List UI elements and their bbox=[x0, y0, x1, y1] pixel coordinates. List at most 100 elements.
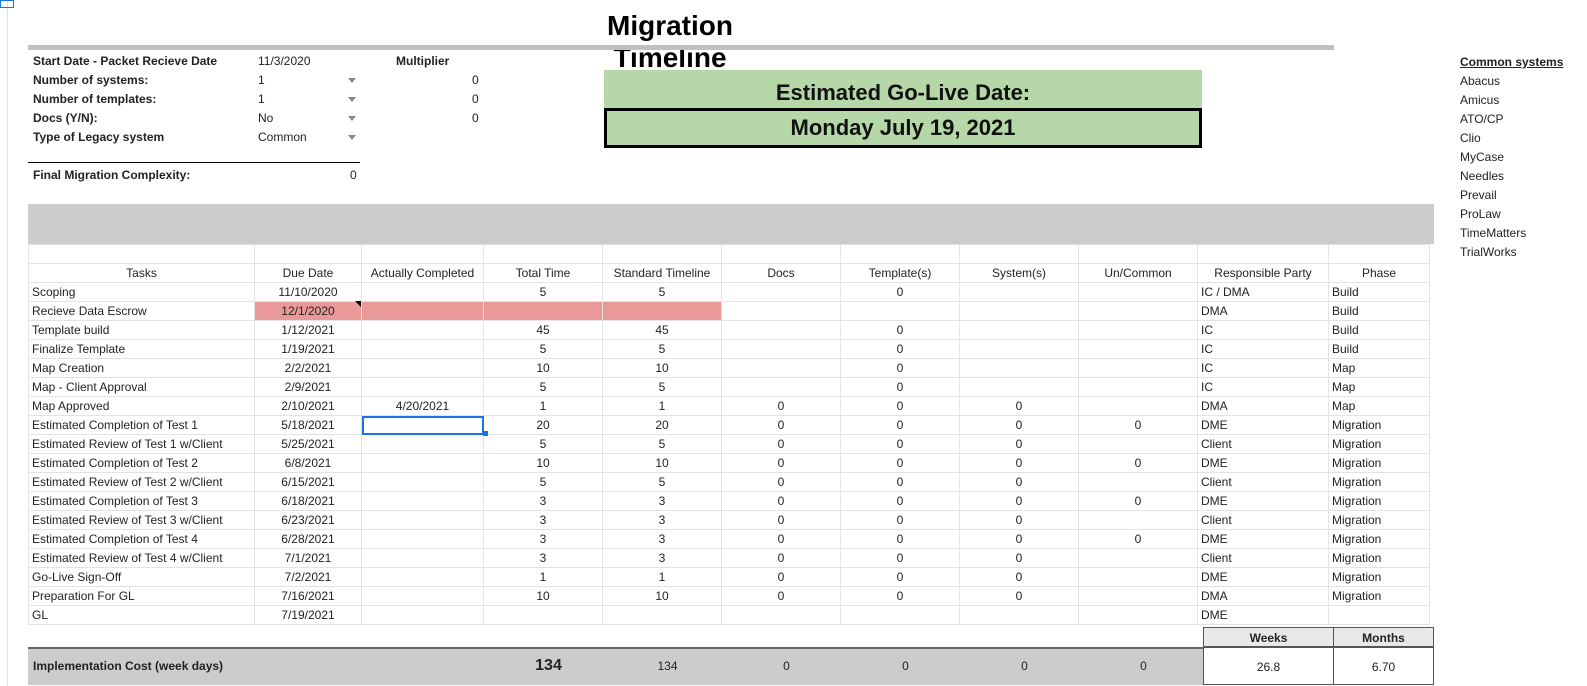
cell-task-name[interactable]: Map Approved bbox=[28, 396, 255, 416]
cell-actually-completed[interactable] bbox=[361, 339, 484, 359]
col-header-standard-timeline[interactable]: Standard Timeline bbox=[602, 263, 722, 283]
cell-due-date[interactable]: 6/18/2021 bbox=[254, 491, 362, 511]
cell-actually-completed[interactable] bbox=[361, 491, 484, 511]
cell-uncommon[interactable] bbox=[1078, 586, 1198, 606]
cell-systems[interactable] bbox=[959, 339, 1079, 359]
cell-due-date[interactable]: 6/23/2021 bbox=[254, 510, 362, 530]
cell-phase[interactable]: Map bbox=[1328, 358, 1430, 378]
cell-uncommon[interactable] bbox=[1078, 396, 1198, 416]
col-header-total-time[interactable]: Total Time bbox=[483, 263, 603, 283]
col-header-actually-completed[interactable]: Actually Completed bbox=[361, 263, 484, 283]
cell-phase[interactable]: Migration bbox=[1328, 548, 1430, 568]
cell-templates[interactable]: 0 bbox=[840, 567, 960, 587]
cell-templates[interactable]: 0 bbox=[840, 510, 960, 530]
cell-due-date[interactable]: 7/2/2021 bbox=[254, 567, 362, 587]
cell-standard-timeline[interactable]: 20 bbox=[602, 415, 722, 435]
list-item[interactable]: Abacus bbox=[1460, 74, 1501, 88]
cell-docs[interactable]: 0 bbox=[721, 415, 841, 435]
cell-systems[interactable]: 0 bbox=[959, 586, 1079, 606]
list-item[interactable]: Clio bbox=[1460, 131, 1481, 145]
cell-standard-timeline[interactable]: 45 bbox=[602, 320, 722, 340]
cell-phase[interactable]: Migration bbox=[1328, 586, 1430, 606]
cell-systems[interactable] bbox=[959, 605, 1079, 625]
cell-total-time[interactable]: 20 bbox=[483, 415, 603, 435]
cell-systems[interactable]: 0 bbox=[959, 491, 1079, 511]
cell-standard-timeline[interactable]: 10 bbox=[602, 586, 722, 606]
cell-docs[interactable] bbox=[721, 377, 841, 397]
start-date-value[interactable]: 11/3/2020 bbox=[258, 54, 311, 68]
cell-responsible-party[interactable]: IC bbox=[1197, 320, 1329, 340]
cell-uncommon[interactable] bbox=[1078, 472, 1198, 492]
cell-actually-completed[interactable] bbox=[361, 434, 484, 454]
cell-uncommon[interactable] bbox=[1078, 567, 1198, 587]
cell-docs[interactable] bbox=[721, 605, 841, 625]
cell-uncommon[interactable]: 0 bbox=[1078, 415, 1198, 435]
cell-templates[interactable]: 0 bbox=[840, 472, 960, 492]
col-header-templates[interactable]: Template(s) bbox=[840, 263, 960, 283]
cell-docs[interactable]: 0 bbox=[721, 396, 841, 416]
cell-task-name[interactable]: Estimated Review of Test 2 w/Client bbox=[28, 472, 255, 492]
chevron-down-icon[interactable] bbox=[348, 135, 356, 140]
cell-responsible-party[interactable]: DME bbox=[1197, 415, 1329, 435]
cell-responsible-party[interactable]: IC / DMA bbox=[1197, 282, 1329, 302]
cell-total-time[interactable]: 45 bbox=[483, 320, 603, 340]
col-header-docs[interactable]: Docs bbox=[721, 263, 841, 283]
cell-uncommon[interactable] bbox=[1078, 339, 1198, 359]
cell-phase[interactable]: Migration bbox=[1328, 491, 1430, 511]
cell-actually-completed[interactable] bbox=[361, 377, 484, 397]
cell-actually-completed[interactable] bbox=[361, 586, 484, 606]
cell-templates[interactable]: 0 bbox=[840, 282, 960, 302]
cell-total-time[interactable]: 10 bbox=[483, 586, 603, 606]
cell-actually-completed[interactable] bbox=[361, 548, 484, 568]
cell-phase[interactable] bbox=[1328, 605, 1430, 625]
cell-due-date[interactable]: 11/10/2020 bbox=[254, 282, 362, 302]
cell-total-time[interactable] bbox=[483, 605, 603, 625]
cell-phase[interactable]: Migration bbox=[1328, 472, 1430, 492]
systems-select[interactable]: 1 bbox=[258, 73, 265, 87]
cell-actually-completed[interactable] bbox=[361, 472, 484, 492]
cell-systems[interactable]: 0 bbox=[959, 472, 1079, 492]
cell-docs[interactable]: 0 bbox=[721, 586, 841, 606]
cell-total-time[interactable]: 5 bbox=[483, 472, 603, 492]
list-item[interactable]: Needles bbox=[1460, 169, 1505, 183]
cell-uncommon[interactable] bbox=[1078, 358, 1198, 378]
cell-due-date[interactable]: 5/25/2021 bbox=[254, 434, 362, 454]
cell-templates[interactable]: 0 bbox=[840, 548, 960, 568]
cell-standard-timeline[interactable]: 5 bbox=[602, 472, 722, 492]
cell-phase[interactable]: Migration bbox=[1328, 510, 1430, 530]
list-item[interactable]: ProLaw bbox=[1460, 207, 1501, 221]
cell-actually-completed[interactable] bbox=[361, 320, 484, 340]
cell-systems[interactable] bbox=[959, 358, 1079, 378]
col-header-uncommon[interactable]: Un/Common bbox=[1078, 263, 1198, 283]
chevron-down-icon[interactable] bbox=[348, 78, 356, 83]
cell-templates[interactable]: 0 bbox=[840, 396, 960, 416]
cell-responsible-party[interactable]: IC bbox=[1197, 377, 1329, 397]
cell-templates[interactable]: 0 bbox=[840, 377, 960, 397]
cell-uncommon[interactable] bbox=[1078, 605, 1198, 625]
cell-responsible-party[interactable]: DMA bbox=[1197, 586, 1329, 606]
cell-total-time[interactable]: 5 bbox=[483, 339, 603, 359]
cell-systems[interactable] bbox=[959, 282, 1079, 302]
cell-phase[interactable]: Migration bbox=[1328, 415, 1430, 435]
cell-due-date[interactable]: 1/19/2021 bbox=[254, 339, 362, 359]
cell-docs[interactable]: 0 bbox=[721, 510, 841, 530]
cell-templates[interactable]: 0 bbox=[840, 358, 960, 378]
cell-task-name[interactable]: Estimated Completion of Test 1 bbox=[28, 415, 255, 435]
cell-due-date[interactable]: 6/8/2021 bbox=[254, 453, 362, 473]
cell-uncommon[interactable] bbox=[1078, 282, 1198, 302]
cell-due-date[interactable]: 12/1/2020 bbox=[254, 301, 362, 321]
comment-marker[interactable] bbox=[355, 301, 361, 307]
cell-uncommon[interactable] bbox=[1078, 548, 1198, 568]
cell-docs[interactable] bbox=[721, 282, 841, 302]
cell-systems[interactable]: 0 bbox=[959, 434, 1079, 454]
cell-task-name[interactable]: Finalize Template bbox=[28, 339, 255, 359]
cell-total-time[interactable]: 3 bbox=[483, 491, 603, 511]
col-header-tasks[interactable]: Tasks bbox=[28, 263, 255, 283]
cell-systems[interactable]: 0 bbox=[959, 567, 1079, 587]
cell-systems[interactable] bbox=[959, 377, 1079, 397]
cell-uncommon[interactable] bbox=[1078, 510, 1198, 530]
cell-phase[interactable]: Migration bbox=[1328, 529, 1430, 549]
cell-templates[interactable]: 0 bbox=[840, 586, 960, 606]
cell-docs[interactable] bbox=[721, 301, 841, 321]
cell-standard-timeline[interactable]: 10 bbox=[602, 358, 722, 378]
